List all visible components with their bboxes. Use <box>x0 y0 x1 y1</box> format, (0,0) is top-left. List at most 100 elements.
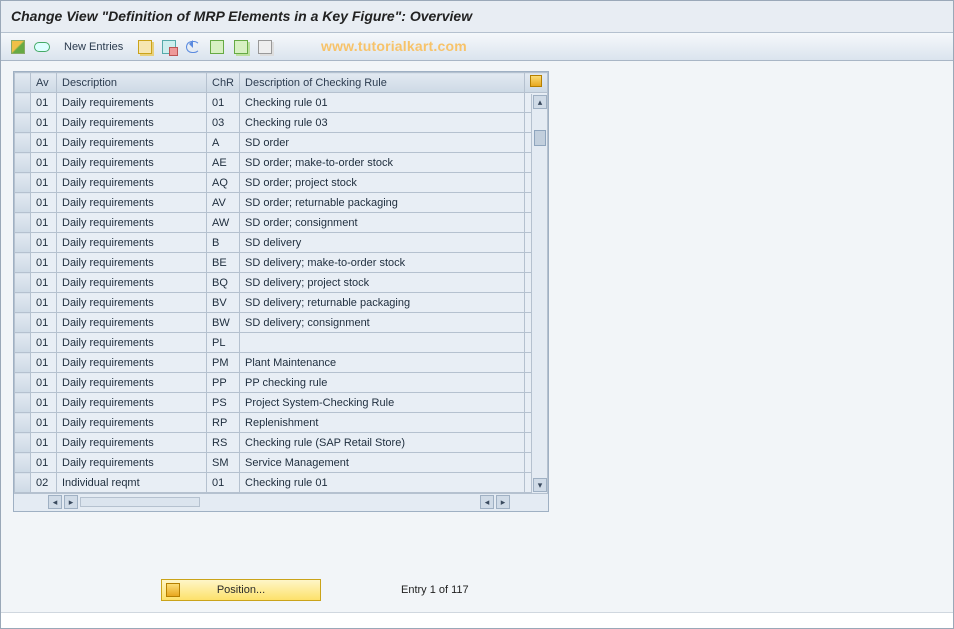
cell-chr-description[interactable]: Checking rule (SAP Retail Store) <box>240 433 525 453</box>
cell-description[interactable]: Daily requirements <box>57 133 207 153</box>
cell-av[interactable]: 01 <box>31 253 57 273</box>
cell-av[interactable]: 01 <box>31 353 57 373</box>
cell-description[interactable]: Daily requirements <box>57 153 207 173</box>
cell-chr[interactable]: 01 <box>207 93 240 113</box>
scroll-down-button[interactable]: ▾ <box>533 478 547 492</box>
cell-av[interactable]: 01 <box>31 333 57 353</box>
cell-chr[interactable]: B <box>207 233 240 253</box>
cell-chr[interactable]: PP <box>207 373 240 393</box>
cell-av[interactable]: 01 <box>31 113 57 133</box>
table-row[interactable]: 01Daily requirementsAQSD order; project … <box>15 173 548 193</box>
hscroll-left-button-2[interactable]: ◂ <box>480 495 494 509</box>
cell-chr[interactable]: PL <box>207 333 240 353</box>
hscroll-right-button-2[interactable]: ▸ <box>496 495 510 509</box>
cell-chr-description[interactable]: Checking rule 01 <box>240 93 525 113</box>
cell-description[interactable]: Daily requirements <box>57 193 207 213</box>
row-selector[interactable] <box>15 173 31 193</box>
cell-av[interactable]: 01 <box>31 293 57 313</box>
cell-chr-description[interactable]: SD order; project stock <box>240 173 525 193</box>
cell-description[interactable]: Daily requirements <box>57 273 207 293</box>
row-selector[interactable] <box>15 473 31 493</box>
column-av[interactable]: Av <box>31 73 57 93</box>
table-row[interactable]: 01Daily requirementsRSChecking rule (SAP… <box>15 433 548 453</box>
cell-av[interactable]: 01 <box>31 213 57 233</box>
cell-description[interactable]: Daily requirements <box>57 333 207 353</box>
cell-description[interactable]: Daily requirements <box>57 413 207 433</box>
table-row[interactable]: 01Daily requirementsASD order <box>15 133 548 153</box>
row-selector[interactable] <box>15 313 31 333</box>
table-row[interactable]: 02Individual reqmt01Checking rule 01 <box>15 473 548 493</box>
cell-chr[interactable]: AW <box>207 213 240 233</box>
undo-button[interactable] <box>182 36 204 58</box>
cell-chr-description[interactable]: SD delivery <box>240 233 525 253</box>
cell-chr-description[interactable] <box>240 333 525 353</box>
hscroll-left-button[interactable]: ◂ <box>48 495 62 509</box>
table-row[interactable]: 01Daily requirementsPMPlant Maintenance <box>15 353 548 373</box>
cell-chr[interactable]: 03 <box>207 113 240 133</box>
cell-av[interactable]: 01 <box>31 193 57 213</box>
hscroll-right-button[interactable]: ▸ <box>64 495 78 509</box>
cell-description[interactable]: Individual reqmt <box>57 473 207 493</box>
cell-av[interactable]: 01 <box>31 153 57 173</box>
cell-chr-description[interactable]: SD delivery; make-to-order stock <box>240 253 525 273</box>
horizontal-scrollbar[interactable]: ◂ ▸ ◂ ▸ <box>14 493 548 511</box>
row-selector[interactable] <box>15 373 31 393</box>
cell-chr[interactable]: PS <box>207 393 240 413</box>
row-selector[interactable] <box>15 353 31 373</box>
cell-description[interactable]: Daily requirements <box>57 453 207 473</box>
cell-chr[interactable]: RS <box>207 433 240 453</box>
copy-as-button[interactable] <box>134 36 156 58</box>
cell-description[interactable]: Daily requirements <box>57 173 207 193</box>
cell-chr[interactable]: BW <box>207 313 240 333</box>
cell-chr[interactable]: AV <box>207 193 240 213</box>
table-row[interactable]: 01Daily requirements03Checking rule 03 <box>15 113 548 133</box>
cell-chr-description[interactable]: Plant Maintenance <box>240 353 525 373</box>
deselect-all-button[interactable] <box>254 36 276 58</box>
row-selector[interactable] <box>15 273 31 293</box>
cell-description[interactable]: Daily requirements <box>57 253 207 273</box>
table-configure-button[interactable] <box>525 73 548 93</box>
row-selector[interactable] <box>15 253 31 273</box>
row-selector[interactable] <box>15 433 31 453</box>
scroll-thumb[interactable] <box>534 130 546 146</box>
toggle-change-button[interactable] <box>7 36 29 58</box>
row-selector[interactable] <box>15 113 31 133</box>
cell-chr[interactable]: BQ <box>207 273 240 293</box>
cell-description[interactable]: Daily requirements <box>57 93 207 113</box>
cell-chr[interactable]: PM <box>207 353 240 373</box>
cell-chr-description[interactable]: SD order <box>240 133 525 153</box>
cell-chr[interactable]: BE <box>207 253 240 273</box>
cell-description[interactable]: Daily requirements <box>57 113 207 133</box>
cell-description[interactable]: Daily requirements <box>57 353 207 373</box>
new-entries-button[interactable]: New Entries <box>55 36 132 58</box>
table-row[interactable]: 01Daily requirementsSMService Management <box>15 453 548 473</box>
cell-description[interactable]: Daily requirements <box>57 293 207 313</box>
cell-chr-description[interactable]: Checking rule 03 <box>240 113 525 133</box>
cell-description[interactable]: Daily requirements <box>57 433 207 453</box>
cell-chr-description[interactable]: Project System-Checking Rule <box>240 393 525 413</box>
table-row[interactable]: 01Daily requirementsPL <box>15 333 548 353</box>
table-row[interactable]: 01Daily requirementsBQSD delivery; proje… <box>15 273 548 293</box>
scroll-up-button[interactable]: ▴ <box>533 95 547 109</box>
cell-av[interactable]: 01 <box>31 413 57 433</box>
table-row[interactable]: 01Daily requirementsBESD delivery; make-… <box>15 253 548 273</box>
cell-description[interactable]: Daily requirements <box>57 373 207 393</box>
cell-av[interactable]: 01 <box>31 93 57 113</box>
row-selector-header[interactable] <box>15 73 31 93</box>
row-selector[interactable] <box>15 233 31 253</box>
cell-chr[interactable]: RP <box>207 413 240 433</box>
table-row[interactable]: 01Daily requirementsPSProject System-Che… <box>15 393 548 413</box>
table-row[interactable]: 01Daily requirementsBSD delivery <box>15 233 548 253</box>
row-selector[interactable] <box>15 413 31 433</box>
row-selector[interactable] <box>15 193 31 213</box>
details-button[interactable] <box>31 36 53 58</box>
cell-chr[interactable]: A <box>207 133 240 153</box>
cell-chr-description[interactable]: PP checking rule <box>240 373 525 393</box>
table-row[interactable]: 01Daily requirementsAESD order; make-to-… <box>15 153 548 173</box>
cell-av[interactable]: 01 <box>31 453 57 473</box>
cell-chr[interactable]: AQ <box>207 173 240 193</box>
cell-description[interactable]: Daily requirements <box>57 233 207 253</box>
column-description[interactable]: Description <box>57 73 207 93</box>
cell-av[interactable]: 01 <box>31 133 57 153</box>
cell-chr-description[interactable]: Service Management <box>240 453 525 473</box>
